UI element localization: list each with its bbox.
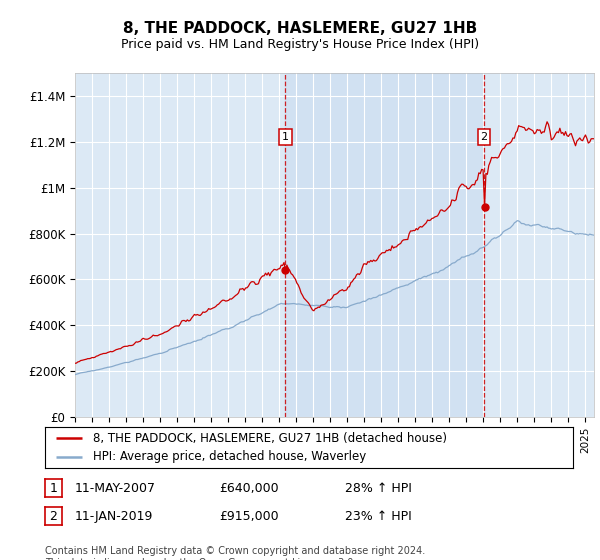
Text: 2: 2 — [481, 132, 488, 142]
Text: Contains HM Land Registry data © Crown copyright and database right 2024.
This d: Contains HM Land Registry data © Crown c… — [45, 546, 425, 560]
Text: 23% ↑ HPI: 23% ↑ HPI — [345, 510, 412, 523]
Text: 1: 1 — [282, 132, 289, 142]
Text: 8, THE PADDOCK, HASLEMERE, GU27 1HB: 8, THE PADDOCK, HASLEMERE, GU27 1HB — [123, 21, 477, 36]
Text: 8, THE PADDOCK, HASLEMERE, GU27 1HB (detached house): 8, THE PADDOCK, HASLEMERE, GU27 1HB (det… — [92, 432, 446, 445]
Text: 11-MAY-2007: 11-MAY-2007 — [75, 482, 156, 495]
Text: Price paid vs. HM Land Registry's House Price Index (HPI): Price paid vs. HM Land Registry's House … — [121, 38, 479, 51]
Bar — [286, 73, 484, 417]
Text: HPI: Average price, detached house, Waverley: HPI: Average price, detached house, Wave… — [92, 450, 366, 463]
Text: 28% ↑ HPI: 28% ↑ HPI — [345, 482, 412, 495]
Text: 2: 2 — [49, 510, 58, 523]
Text: £640,000: £640,000 — [219, 482, 278, 495]
Text: £915,000: £915,000 — [219, 510, 278, 523]
Text: 11-JAN-2019: 11-JAN-2019 — [75, 510, 154, 523]
Text: 1: 1 — [49, 482, 58, 495]
